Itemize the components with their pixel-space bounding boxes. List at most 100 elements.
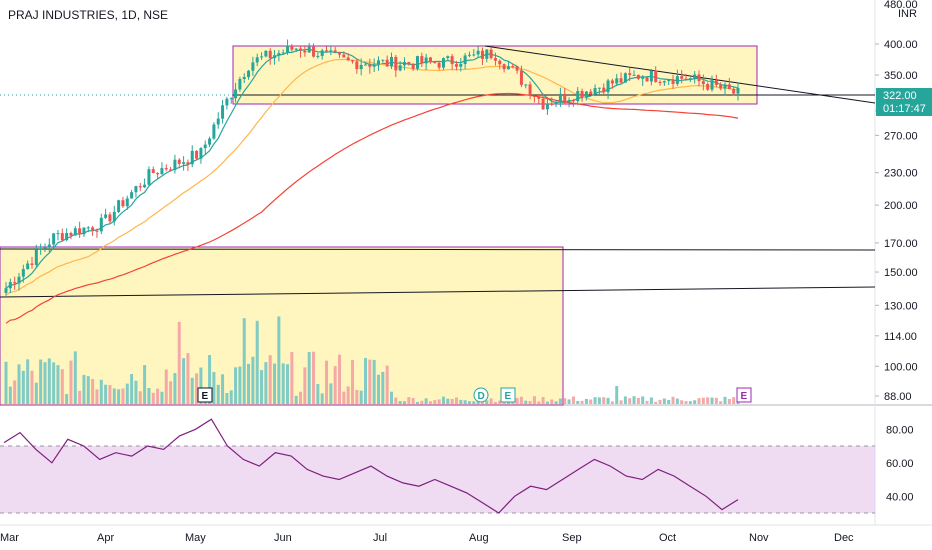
candle[interactable] xyxy=(95,228,99,238)
candle[interactable] xyxy=(8,278,12,294)
candle[interactable] xyxy=(56,229,60,241)
candle[interactable] xyxy=(459,57,463,72)
candle[interactable] xyxy=(264,50,268,58)
candle[interactable] xyxy=(424,53,428,71)
candle[interactable] xyxy=(576,87,580,106)
candle[interactable] xyxy=(130,189,134,199)
candle[interactable] xyxy=(736,82,740,101)
candle[interactable] xyxy=(303,45,307,57)
candle[interactable] xyxy=(255,53,259,67)
candle[interactable] xyxy=(21,264,25,283)
last-price-tag[interactable] xyxy=(876,88,932,116)
candle[interactable] xyxy=(376,56,380,71)
candle[interactable] xyxy=(216,112,220,129)
event-marker[interactable]: D xyxy=(473,387,489,403)
base-box[interactable] xyxy=(0,246,564,406)
candle[interactable] xyxy=(242,73,246,83)
candle[interactable] xyxy=(485,48,489,63)
candle[interactable] xyxy=(199,147,203,164)
candle[interactable] xyxy=(225,96,229,110)
falling-trendline[interactable] xyxy=(484,45,876,104)
ema-mid-line[interactable] xyxy=(5,58,739,296)
candle[interactable] xyxy=(164,164,168,172)
candle[interactable] xyxy=(381,59,385,63)
candle[interactable] xyxy=(545,97,549,115)
candle[interactable] xyxy=(195,150,199,161)
candle[interactable] xyxy=(706,82,710,91)
price-axis[interactable]: 400.00350.00300.00270.00230.00200.00170.… xyxy=(875,0,918,403)
candle[interactable] xyxy=(247,69,251,80)
candle[interactable] xyxy=(307,42,311,53)
candle[interactable] xyxy=(472,49,476,57)
candle[interactable] xyxy=(368,58,372,74)
candle[interactable] xyxy=(597,87,601,95)
candle[interactable] xyxy=(186,159,190,172)
candle[interactable] xyxy=(710,75,714,92)
candle[interactable] xyxy=(636,74,640,81)
candle[interactable] xyxy=(402,57,406,71)
candle[interactable] xyxy=(502,63,506,73)
candle[interactable] xyxy=(43,243,47,252)
candle[interactable] xyxy=(203,140,207,155)
candle[interactable] xyxy=(645,77,649,82)
candle[interactable] xyxy=(649,68,653,86)
candle[interactable] xyxy=(558,87,562,107)
candle[interactable] xyxy=(541,93,545,110)
event-marker[interactable]: E xyxy=(736,387,752,403)
candle[interactable] xyxy=(143,178,147,189)
candle[interactable] xyxy=(312,43,316,58)
candle[interactable] xyxy=(441,57,445,70)
candle[interactable] xyxy=(446,55,450,62)
candle[interactable] xyxy=(173,154,177,174)
candle[interactable] xyxy=(632,70,636,76)
candle[interactable] xyxy=(117,199,121,214)
candle[interactable] xyxy=(325,46,329,52)
candle[interactable] xyxy=(658,80,662,86)
candle[interactable] xyxy=(476,46,480,58)
candle[interactable] xyxy=(615,73,619,87)
candle[interactable] xyxy=(697,70,701,87)
candle[interactable] xyxy=(394,54,398,78)
candle[interactable] xyxy=(610,78,614,89)
resistance-line-upper[interactable] xyxy=(0,248,876,251)
candle[interactable] xyxy=(532,95,536,103)
candle[interactable] xyxy=(268,48,272,65)
candle[interactable] xyxy=(351,59,355,64)
candle[interactable] xyxy=(86,226,90,233)
candle[interactable] xyxy=(138,182,142,192)
candle[interactable] xyxy=(125,195,129,210)
candle[interactable] xyxy=(104,208,108,220)
candle[interactable] xyxy=(212,122,216,140)
candle[interactable] xyxy=(251,56,255,77)
resistance-line-lower[interactable] xyxy=(0,286,876,298)
candle[interactable] xyxy=(4,282,8,296)
candle[interactable] xyxy=(277,49,281,62)
candle[interactable] xyxy=(190,145,194,168)
candle[interactable] xyxy=(385,55,389,67)
candle[interactable] xyxy=(182,156,186,171)
candle[interactable] xyxy=(177,158,181,169)
candle[interactable] xyxy=(112,205,116,226)
candle[interactable] xyxy=(537,93,541,104)
candle[interactable] xyxy=(47,238,51,253)
candle[interactable] xyxy=(52,233,56,248)
candle[interactable] xyxy=(675,69,679,87)
candle[interactable] xyxy=(273,50,277,65)
candle[interactable] xyxy=(420,52,424,68)
candle[interactable] xyxy=(654,66,658,83)
candle[interactable] xyxy=(428,56,432,64)
candle[interactable] xyxy=(389,52,393,70)
candle[interactable] xyxy=(398,61,402,72)
candle[interactable] xyxy=(723,82,727,96)
candle[interactable] xyxy=(571,98,575,107)
candle[interactable] xyxy=(584,90,588,101)
candle[interactable] xyxy=(260,52,264,60)
candle[interactable] xyxy=(463,52,467,70)
candle[interactable] xyxy=(593,84,597,97)
candle[interactable] xyxy=(719,82,723,91)
candle[interactable] xyxy=(39,243,43,255)
candle[interactable] xyxy=(515,66,519,74)
candle[interactable] xyxy=(17,272,21,291)
candle[interactable] xyxy=(156,172,160,180)
